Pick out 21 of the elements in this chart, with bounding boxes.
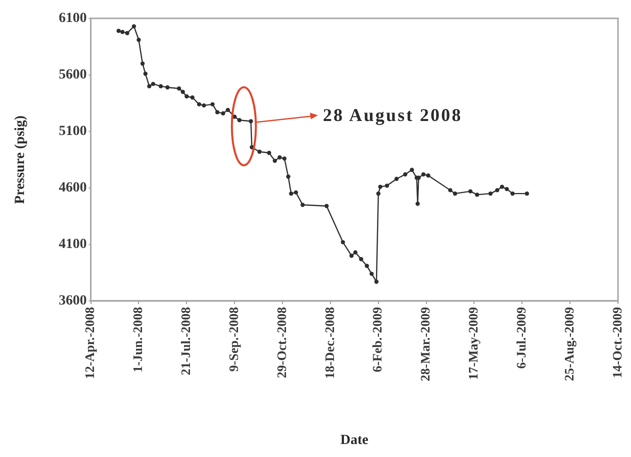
x-tick-label: 18-Dec.-2008 (322, 306, 337, 379)
x-tick-label: 21-Jul.-2008 (178, 306, 194, 376)
x-tick-label: 25-Aug.-2009 (561, 306, 576, 381)
x-tick-label: 14-Oct.-2009 (609, 306, 624, 378)
y-axis-title: Pressure (psig) (13, 115, 28, 204)
y-tick-label: 5600 (58, 68, 87, 83)
x-tick-label: 17-May-2009 (466, 306, 481, 380)
y-tick-label: 3600 (58, 294, 87, 309)
x-tick-label: 29-Oct.-2008 (274, 306, 289, 378)
annotation: 28 August 2008 (322, 105, 462, 126)
x-tick-label: 6-Jul.-2009 (514, 306, 529, 369)
y-tick-label: 6100 (58, 11, 87, 26)
y-tick-label: 5100 (58, 124, 87, 140)
y-tick-label: 4100 (58, 237, 87, 252)
x-tick-label: 6-Feb.-2009 (370, 306, 385, 372)
y-tick-label: 4600 (58, 180, 87, 196)
x-tick-label: 9-Sep.-2008 (226, 306, 241, 372)
x-tick-label: 12-Apr.-2008 (82, 306, 98, 380)
x-tick-label: 28-Mar.-2009 (418, 306, 433, 382)
x-axis-title: Date (340, 433, 368, 448)
x-tick-label: 1-Jun.-2008 (130, 306, 146, 372)
